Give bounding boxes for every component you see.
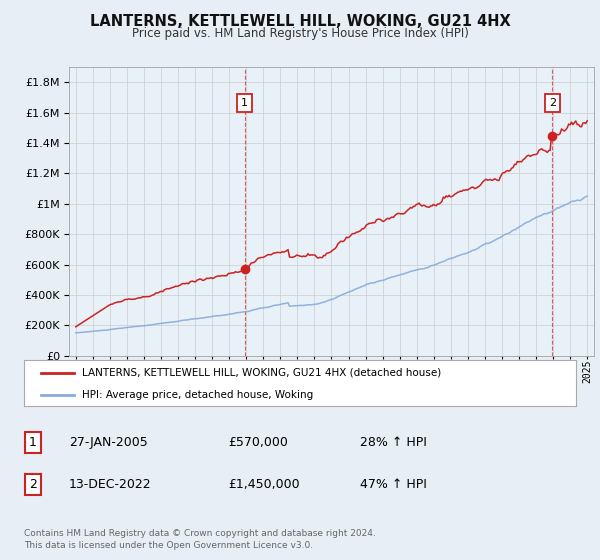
Text: LANTERNS, KETTLEWELL HILL, WOKING, GU21 4HX: LANTERNS, KETTLEWELL HILL, WOKING, GU21 … <box>89 14 511 29</box>
Text: 28% ↑ HPI: 28% ↑ HPI <box>360 436 427 449</box>
Text: 13-DEC-2022: 13-DEC-2022 <box>69 478 152 491</box>
Text: HPI: Average price, detached house, Woking: HPI: Average price, detached house, Woki… <box>82 390 313 399</box>
Text: £1,450,000: £1,450,000 <box>228 478 299 491</box>
Text: 2: 2 <box>548 98 556 108</box>
Text: £570,000: £570,000 <box>228 436 288 449</box>
Text: 27-JAN-2005: 27-JAN-2005 <box>69 436 148 449</box>
Text: 1: 1 <box>29 436 37 449</box>
Text: 1: 1 <box>241 98 248 108</box>
Text: LANTERNS, KETTLEWELL HILL, WOKING, GU21 4HX (detached house): LANTERNS, KETTLEWELL HILL, WOKING, GU21 … <box>82 368 441 378</box>
Text: Contains HM Land Registry data © Crown copyright and database right 2024.
This d: Contains HM Land Registry data © Crown c… <box>24 529 376 550</box>
Text: 2: 2 <box>29 478 37 491</box>
Text: 47% ↑ HPI: 47% ↑ HPI <box>360 478 427 491</box>
Text: Price paid vs. HM Land Registry's House Price Index (HPI): Price paid vs. HM Land Registry's House … <box>131 27 469 40</box>
